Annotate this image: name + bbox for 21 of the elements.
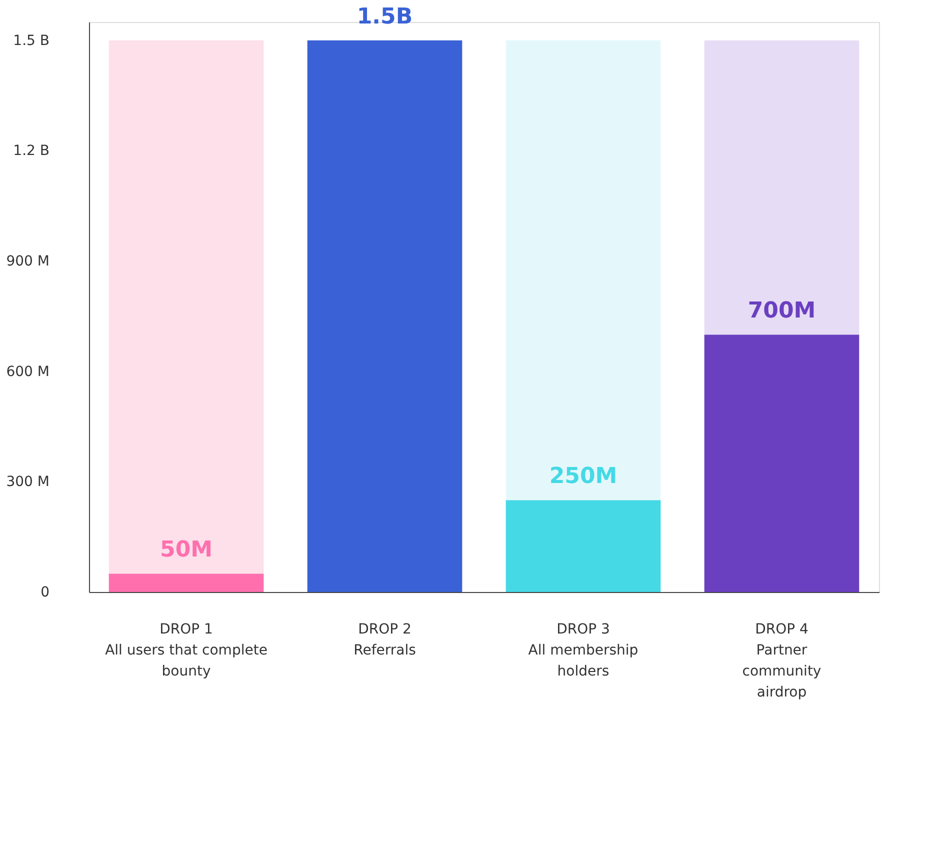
- bar: [506, 40, 661, 500]
- bar: [704, 40, 860, 335]
- y-tick-label: 300 M: [6, 474, 50, 490]
- x-tick-label: DROP 2 Referrals: [354, 622, 416, 658]
- bar: [108, 574, 264, 592]
- y-tick-label: 1.5 B: [13, 32, 50, 49]
- x-tick-label: DROP 3 All membership holders: [528, 622, 638, 680]
- x-tick-label: DROP 4 Partner community airdrop: [742, 622, 822, 700]
- bar: [506, 500, 661, 592]
- y-tick-label: 1.2 B: [13, 143, 50, 160]
- data-label: 50M: [160, 538, 213, 563]
- data-label: 250M: [549, 464, 618, 490]
- y-tick-label: 0: [40, 584, 50, 600]
- y-tick-label: 900 M: [6, 254, 50, 270]
- x-tick-label: DROP 1 All users that complete bounty: [105, 622, 268, 680]
- bar: [108, 40, 264, 574]
- data-label: 700M: [748, 298, 816, 324]
- y-tick-label: 600 M: [6, 364, 50, 380]
- data-label: 1.5B: [356, 4, 413, 30]
- bar: [704, 334, 860, 592]
- bar: [307, 40, 462, 592]
